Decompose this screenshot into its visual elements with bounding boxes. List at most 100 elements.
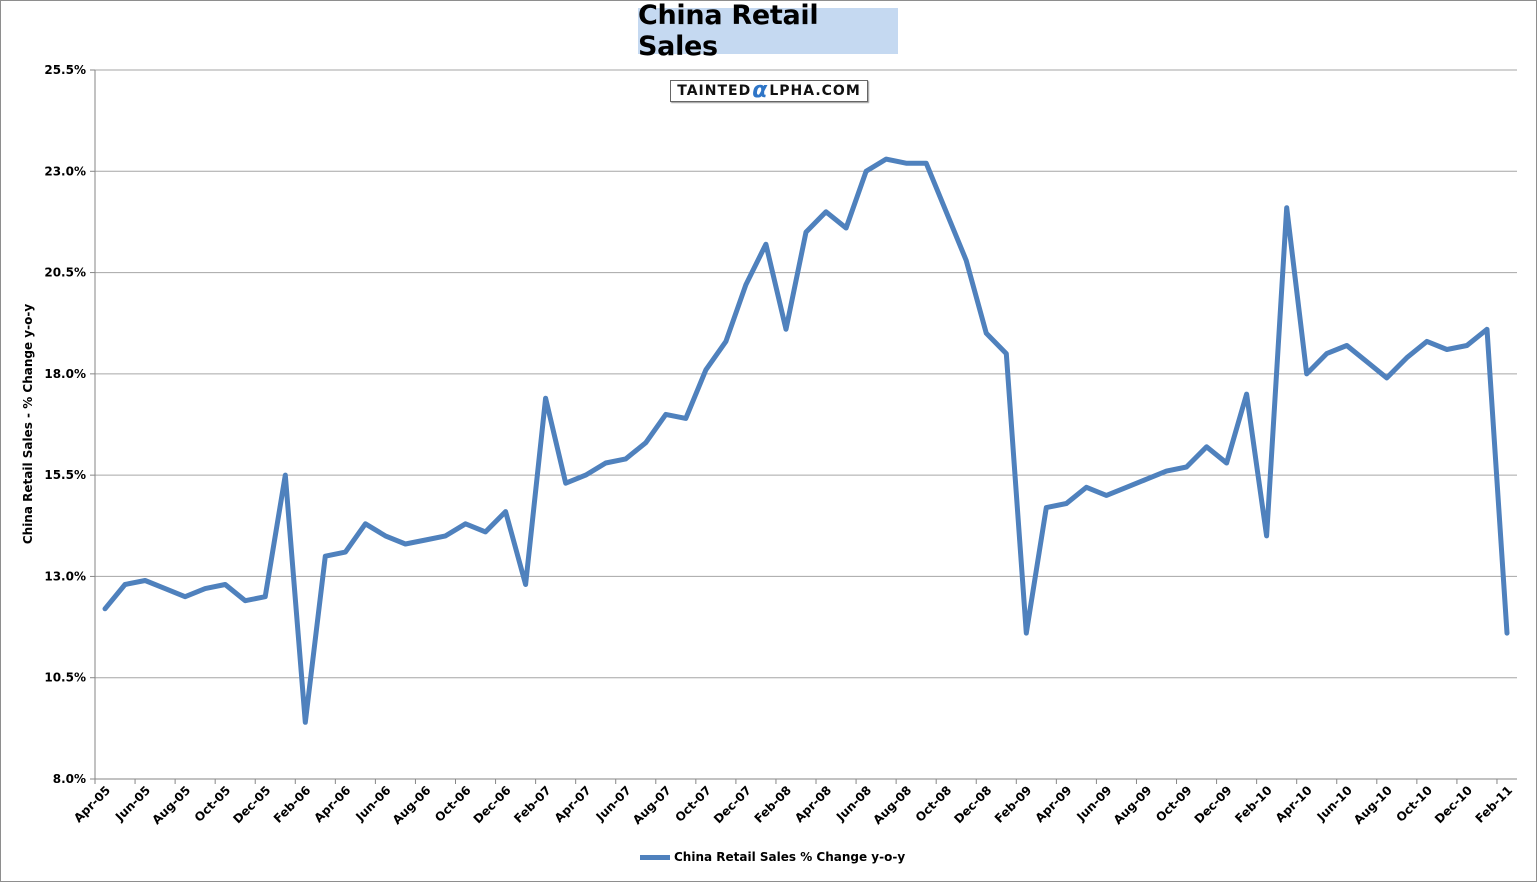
y-tick-label: 8.0% xyxy=(53,772,86,786)
data-point xyxy=(143,578,147,582)
watermark-prefix: TAINTED xyxy=(677,83,752,99)
series-line-0 xyxy=(102,156,1510,725)
data-point xyxy=(704,368,708,372)
x-tick-label: Apr-09 xyxy=(1032,783,1074,825)
data-point xyxy=(884,157,888,161)
x-tick-label: Dec-10 xyxy=(1432,783,1475,826)
data-point xyxy=(1405,356,1409,360)
y-tick-labels: 8.0% 10.5% 13.0% 15.5% 18.0% 20.5% 23.0% 25.5% xyxy=(44,63,86,786)
data-point xyxy=(283,473,287,477)
x-tick-label: Aug-07 xyxy=(630,783,674,827)
x-tick-label: Aug-06 xyxy=(390,783,434,827)
data-point xyxy=(203,587,207,591)
x-tick-label: Jun-06 xyxy=(352,783,393,824)
x-tick-label: Dec-08 xyxy=(951,783,994,826)
data-point xyxy=(784,327,788,331)
data-point xyxy=(744,283,748,287)
gridlines xyxy=(95,69,1517,679)
data-point xyxy=(1044,506,1048,510)
x-tick-label: Dec-06 xyxy=(471,783,514,826)
axes xyxy=(90,69,1517,784)
x-tick-label: Apr-06 xyxy=(311,783,353,825)
data-point xyxy=(123,583,127,587)
data-point xyxy=(1465,343,1469,347)
data-point xyxy=(263,595,267,599)
data-point xyxy=(243,599,247,603)
chart-title: China Retail Sales xyxy=(638,0,819,62)
data-point xyxy=(343,550,347,554)
x-tick-label: Aug-05 xyxy=(149,783,193,827)
x-tick-label: Jun-08 xyxy=(833,783,874,824)
x-tick-label: Feb-10 xyxy=(1232,783,1275,826)
data-point xyxy=(1385,376,1389,380)
data-point xyxy=(383,534,387,538)
chart-title-box: China Retail Sales xyxy=(638,0,898,62)
x-tick-label: Oct-09 xyxy=(1153,783,1195,825)
data-point xyxy=(564,481,568,485)
data-point xyxy=(644,441,648,445)
data-point xyxy=(824,210,828,214)
data-point xyxy=(1104,493,1108,497)
x-tick-label: Feb-06 xyxy=(271,783,314,826)
x-tick-label: Oct-05 xyxy=(192,783,234,825)
data-point xyxy=(1165,469,1169,473)
data-point xyxy=(484,530,488,534)
data-point xyxy=(524,583,528,587)
data-point xyxy=(804,230,808,234)
data-point xyxy=(1084,485,1088,489)
y-tick-label: 15.5% xyxy=(44,468,86,482)
data-point xyxy=(303,720,307,724)
data-point xyxy=(944,210,948,214)
data-point xyxy=(103,607,107,611)
series-layer xyxy=(102,156,1510,725)
x-tick-label: Oct-10 xyxy=(1393,783,1435,825)
x-tick-label: Jun-09 xyxy=(1073,783,1114,824)
data-point xyxy=(363,522,367,526)
data-point xyxy=(323,554,327,558)
data-point xyxy=(1144,477,1148,481)
data-point xyxy=(1245,392,1249,396)
data-point xyxy=(1345,343,1349,347)
data-point xyxy=(1365,360,1369,364)
data-point xyxy=(904,161,908,165)
y-tick-label: 10.5% xyxy=(44,671,86,685)
x-tick-label: Jun-10 xyxy=(1314,783,1355,824)
data-point xyxy=(504,510,508,514)
data-point xyxy=(1185,465,1189,469)
y-tick-label: 23.0% xyxy=(44,164,86,178)
y-tick-label: 18.0% xyxy=(44,367,86,381)
data-point xyxy=(1485,327,1489,331)
y-tick-label: 25.5% xyxy=(44,63,86,77)
data-point xyxy=(223,583,227,587)
data-point xyxy=(544,396,548,400)
data-point xyxy=(1505,631,1509,635)
data-point xyxy=(724,339,728,343)
x-tick-label: Apr-05 xyxy=(71,783,113,825)
x-tick-label: Aug-09 xyxy=(1111,783,1155,827)
data-point xyxy=(1225,461,1229,465)
watermark-logo: TAINTED α LPHA.COM xyxy=(670,80,868,102)
x-tick-label: Aug-08 xyxy=(870,783,914,827)
data-point xyxy=(684,416,688,420)
legend: China Retail Sales % Change y-o-y xyxy=(640,850,905,864)
x-tick-label: Feb-08 xyxy=(752,783,795,826)
data-point xyxy=(183,595,187,599)
y-tick-label: 13.0% xyxy=(44,569,86,583)
data-point xyxy=(984,331,988,335)
data-point xyxy=(924,161,928,165)
x-tick-label: Feb-09 xyxy=(992,783,1035,826)
data-point xyxy=(443,534,447,538)
data-point xyxy=(1205,445,1209,449)
x-tick-label: Dec-07 xyxy=(711,783,754,826)
data-point xyxy=(604,461,608,465)
data-point xyxy=(403,542,407,546)
data-point xyxy=(1064,502,1068,506)
x-tick-labels: Apr-05 Jun-05Aug-05Oct-05Dec-05Feb-06Apr-… xyxy=(71,783,1515,827)
data-point xyxy=(163,587,167,591)
data-point xyxy=(1425,339,1429,343)
x-tick-label: Aug-10 xyxy=(1351,783,1395,827)
y-tick-label: 20.5% xyxy=(44,266,86,280)
data-point xyxy=(1265,534,1269,538)
x-tick-label: Apr-08 xyxy=(792,783,834,825)
